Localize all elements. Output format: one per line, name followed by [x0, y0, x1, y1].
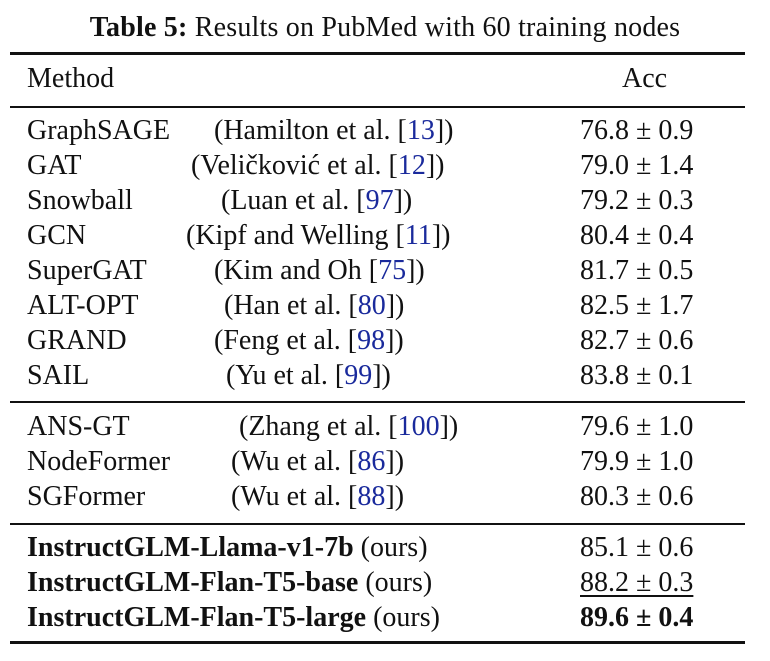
- caption-text: Results on PubMed with 60 training nodes: [194, 12, 681, 43]
- group-divider: [10, 523, 745, 525]
- method-name: SuperGAT: [27, 255, 147, 286]
- citation: (Han et al. [80]): [224, 290, 405, 321]
- method-name: ALT-OPT: [27, 290, 139, 321]
- reference-link[interactable]: 88: [357, 481, 386, 512]
- table-row: GraphSAGE (Hamilton et al. [13]) 76.8 ± …: [0, 114, 770, 148]
- citation: (Kipf and Welling [11]): [186, 220, 451, 251]
- method-name: SAIL: [27, 360, 90, 391]
- table-row: GCN (Kipf and Welling [11]) 80.4 ± 0.4: [0, 219, 770, 253]
- accuracy-value: 79.6 ± 1.0: [580, 411, 694, 442]
- accuracy-value-second-best: 88.2 ± 0.3: [580, 567, 694, 598]
- table-row: GAT (Veličković et al. [12]) 79.0 ± 1.4: [0, 149, 770, 183]
- caption-label: Table 5:: [89, 12, 188, 43]
- citation: (Yu et al. [99]): [226, 360, 391, 391]
- accuracy-value-best: 89.6 ± 0.4: [580, 602, 694, 633]
- citation: (Feng et al. [98]): [214, 325, 404, 356]
- citation: (Veličković et al. [12]): [191, 150, 445, 181]
- accuracy-value: 80.4 ± 0.4: [580, 220, 694, 251]
- reference-link[interactable]: 98: [357, 325, 386, 356]
- citation: (Hamilton et al. [13]): [214, 115, 454, 146]
- reference-link[interactable]: 80: [357, 290, 386, 321]
- header-acc: Acc: [622, 63, 668, 94]
- method-name: InstructGLM-Llama-v1-7b (ours): [27, 532, 428, 563]
- method-name: InstructGLM-Flan-T5-base (ours): [27, 567, 433, 598]
- accuracy-value: 80.3 ± 0.6: [580, 481, 694, 512]
- method-name: GRAND: [27, 325, 127, 356]
- method-name: GAT: [27, 150, 82, 181]
- accuracy-value: 83.8 ± 0.1: [580, 360, 694, 391]
- reference-link[interactable]: 13: [406, 115, 435, 146]
- accuracy-value: 85.1 ± 0.6: [580, 532, 694, 563]
- method-name: GCN: [27, 220, 87, 251]
- citation: (Wu et al. [88]): [231, 481, 405, 512]
- table-row: InstructGLM-Llama-v1-7b (ours) 85.1 ± 0.…: [0, 531, 770, 565]
- table-row: GRAND (Feng et al. [98]) 82.7 ± 0.6: [0, 324, 770, 358]
- table-row: Snowball (Luan et al. [97]) 79.2 ± 0.3: [0, 184, 770, 218]
- accuracy-value: 79.9 ± 1.0: [580, 446, 694, 477]
- reference-link[interactable]: 11: [404, 220, 432, 251]
- reference-link[interactable]: 75: [378, 255, 407, 286]
- accuracy-value: 81.7 ± 0.5: [580, 255, 694, 286]
- method-name: GraphSAGE: [27, 115, 171, 146]
- reference-link[interactable]: 86: [357, 446, 386, 477]
- header-rule: [10, 106, 745, 108]
- method-name: Snowball: [27, 185, 133, 216]
- citation: (Kim and Oh [75]): [214, 255, 425, 286]
- table-row: NodeFormer (Wu et al. [86]) 79.9 ± 1.0: [0, 445, 770, 479]
- table-row: InstructGLM-Flan-T5-large (ours) 89.6 ± …: [0, 601, 770, 635]
- reference-link[interactable]: 12: [397, 150, 426, 181]
- reference-link[interactable]: 97: [365, 185, 394, 216]
- header-method: Method: [27, 63, 115, 94]
- table-row: ANS-GT (Zhang et al. [100]) 79.6 ± 1.0: [0, 410, 770, 444]
- bottom-rule: [10, 641, 745, 644]
- table-row: SAIL (Yu et al. [99]) 83.8 ± 0.1: [0, 359, 770, 393]
- citation: (Zhang et al. [100]): [239, 411, 459, 442]
- accuracy-value: 79.0 ± 1.4: [580, 150, 694, 181]
- table-row: SuperGAT (Kim and Oh [75]) 81.7 ± 0.5: [0, 254, 770, 288]
- citation: (Luan et al. [97]): [221, 185, 413, 216]
- accuracy-value: 82.7 ± 0.6: [580, 325, 694, 356]
- table-caption: Table 5: Results on PubMed with 60 train…: [0, 12, 770, 44]
- table-row: InstructGLM-Flan-T5-base (ours) 88.2 ± 0…: [0, 566, 770, 600]
- accuracy-value: 79.2 ± 0.3: [580, 185, 694, 216]
- group-divider: [10, 401, 745, 403]
- accuracy-value: 82.5 ± 1.7: [580, 290, 694, 321]
- reference-link[interactable]: 99: [344, 360, 373, 391]
- table-row: ALT-OPT (Han et al. [80]) 82.5 ± 1.7: [0, 289, 770, 323]
- top-rule: [10, 52, 745, 55]
- accuracy-value: 76.8 ± 0.9: [580, 115, 694, 146]
- method-name: InstructGLM-Flan-T5-large (ours): [27, 602, 440, 633]
- reference-link[interactable]: 100: [397, 411, 440, 442]
- table-row: SGFormer (Wu et al. [88]) 80.3 ± 0.6: [0, 480, 770, 514]
- citation: (Wu et al. [86]): [231, 446, 405, 477]
- method-name: SGFormer: [27, 481, 146, 512]
- method-name: ANS-GT: [27, 411, 130, 442]
- method-name: NodeFormer: [27, 446, 171, 477]
